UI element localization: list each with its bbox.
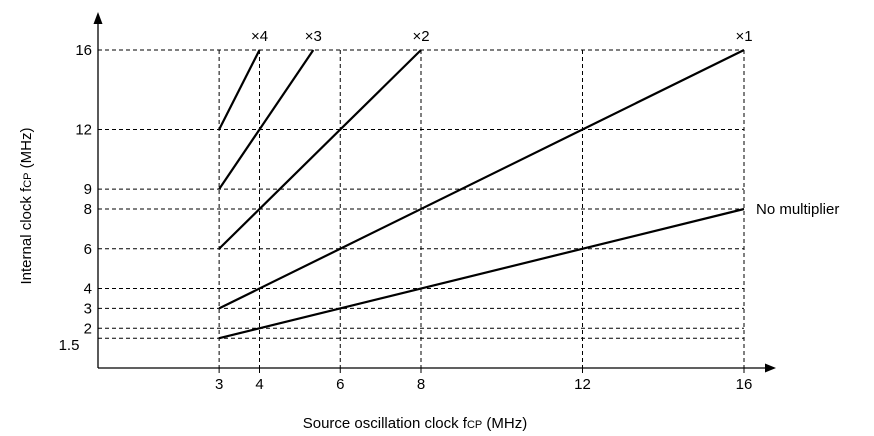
series-line xyxy=(218,49,261,130)
y-tick-label: 12 xyxy=(75,122,92,139)
series-label: ×2 xyxy=(412,28,429,45)
y-axis-arrow xyxy=(93,12,103,24)
x-tick-label: 4 xyxy=(255,376,263,393)
series-label: ×4 xyxy=(251,28,268,45)
x-axis-arrow xyxy=(765,363,776,373)
x-tick-label: 6 xyxy=(336,376,344,393)
x-tick-label: 12 xyxy=(574,376,591,393)
x-tick-label: 16 xyxy=(736,376,753,393)
y-tick-label: 4 xyxy=(84,281,92,298)
y-tick-label: 8 xyxy=(84,201,92,218)
series-label: ×1 xyxy=(735,28,752,45)
tick-labels: 3 4 6 8 12 16 1.52 3 4 6 8 9 12 16 ×4 ×3 ×2 ×1 No multipli… xyxy=(59,28,840,393)
series-lines xyxy=(218,49,745,340)
series-line xyxy=(218,49,315,190)
axes xyxy=(93,12,776,373)
y-axis-title: Internal clock fCP (MHz) xyxy=(18,128,35,285)
series-line xyxy=(218,49,422,250)
y-tick-label: 16 xyxy=(75,42,92,59)
x-tick-label: 3 xyxy=(215,376,223,393)
series-label: ×3 xyxy=(305,28,322,45)
x-axis-title: Source oscillation clock fCP (MHz) xyxy=(303,415,528,432)
y-tick-label: 1.5 xyxy=(59,337,80,354)
y-tick-label: 9 xyxy=(84,181,92,198)
y-tick-label: 2 xyxy=(84,320,92,337)
series-line xyxy=(218,49,745,310)
y-tick-label: 3 xyxy=(84,300,92,317)
x-tick-label: 8 xyxy=(417,376,425,393)
series-line xyxy=(218,207,745,340)
y-tick-label: 6 xyxy=(84,241,92,258)
series-label: No multiplier xyxy=(756,201,839,218)
